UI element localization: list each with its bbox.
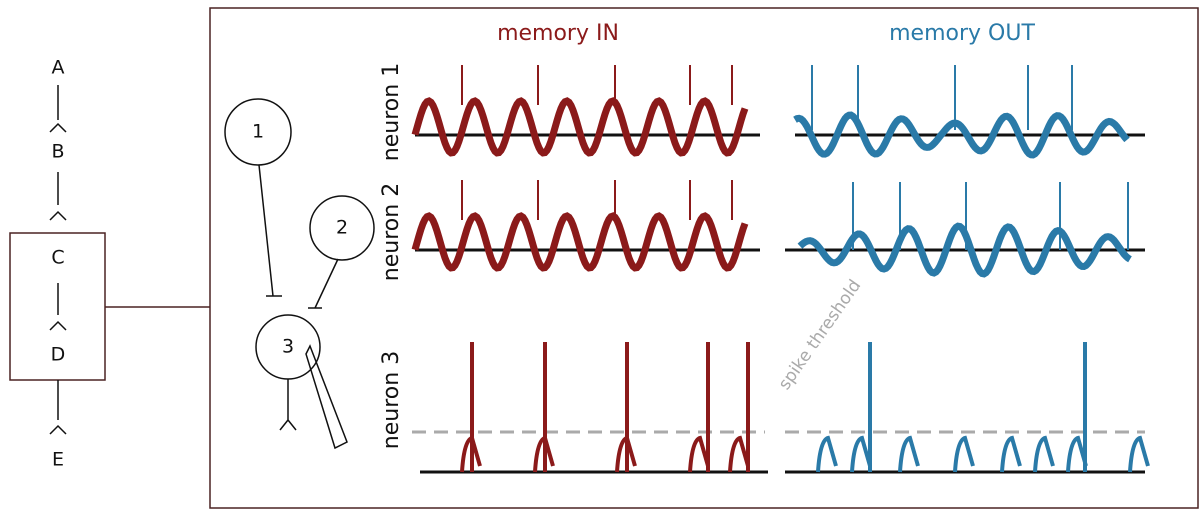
row-label: neuron 2	[379, 183, 404, 281]
bump	[728, 435, 750, 473]
threshold-label: spike threshold	[775, 276, 866, 394]
bump	[850, 435, 872, 473]
node-1	[224, 98, 292, 166]
bump	[898, 435, 920, 473]
node-links	[258, 164, 348, 450]
bump	[688, 435, 710, 473]
bump	[533, 435, 555, 473]
node-2	[309, 195, 375, 261]
bump	[460, 435, 482, 473]
bump	[1033, 435, 1055, 473]
row-label: neuron 3	[379, 351, 404, 449]
main-frame	[209, 7, 1199, 509]
column-title: memory OUT	[889, 21, 1035, 46]
bump	[615, 435, 637, 473]
node-label: 3	[282, 336, 294, 358]
bump	[953, 435, 975, 473]
chain-links	[49, 85, 67, 435]
column-title: memory IN	[497, 21, 619, 46]
bump	[1000, 435, 1022, 473]
chain-label: A	[52, 57, 65, 79]
bump	[1066, 435, 1088, 473]
bump	[816, 435, 838, 473]
chain-label: E	[52, 449, 64, 471]
bump	[1128, 435, 1150, 473]
node-label: 2	[336, 217, 348, 239]
layout	[9, 7, 1199, 509]
waveform	[411, 97, 749, 157]
row-label: neuron 1	[379, 63, 404, 161]
chain-label: C	[51, 247, 64, 269]
waveform	[411, 212, 749, 272]
node-label: 1	[252, 121, 264, 143]
chain-label: D	[51, 344, 66, 366]
waveform	[793, 111, 1130, 159]
chain-label: B	[51, 141, 64, 163]
